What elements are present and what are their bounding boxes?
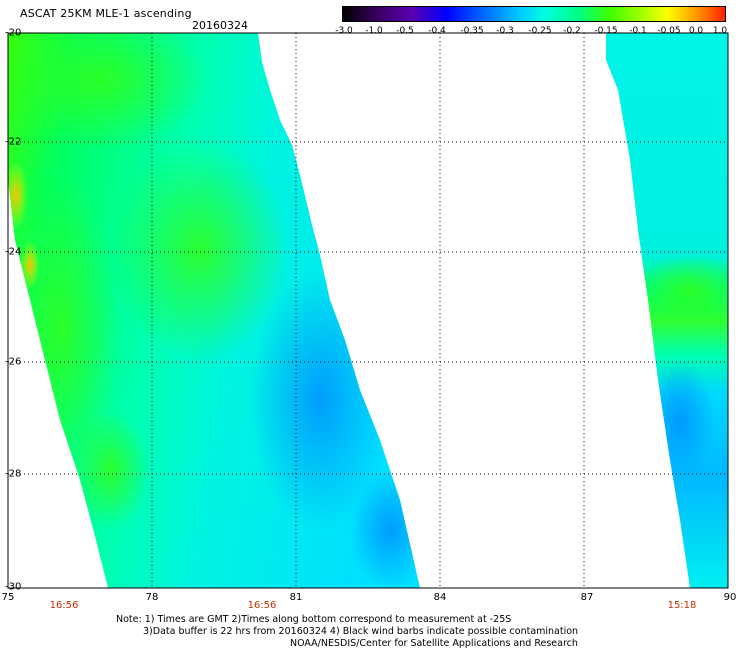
product-date: 20160324 — [192, 19, 248, 32]
lat-label: -26 — [5, 356, 22, 368]
pass-time: 16:56 — [49, 600, 79, 611]
colorbar-label: -0.3 — [496, 26, 514, 36]
colorbar-label: -0.5 — [396, 26, 414, 36]
colorbar-label: -0.15 — [594, 26, 618, 36]
swath-1 — [8, 33, 420, 588]
lon-label: 87 — [580, 592, 594, 603]
lat-label: -24 — [5, 246, 22, 258]
note-line-1: Note: 1) Times are GMT 2)Times along bot… — [116, 614, 512, 625]
lon-label: 78 — [145, 592, 159, 603]
product-title: ASCAT 25KM MLE-1 ascending — [20, 7, 192, 20]
lon-label: 84 — [433, 592, 447, 603]
swath-2 — [606, 33, 728, 588]
colorbar-label: -0.4 — [428, 26, 446, 36]
colorbar-label: -0.2 — [563, 26, 581, 36]
map-frame — [7, 32, 729, 589]
colorbar-label: -0.35 — [460, 26, 484, 36]
lat-label: -30 — [5, 581, 22, 593]
colorbar-label: 0.0 — [688, 26, 704, 36]
pass-time: 15:18 — [667, 600, 697, 611]
lon-label: 81 — [289, 592, 303, 603]
pass-time: 16:56 — [247, 600, 277, 611]
lon-label: 90 — [723, 592, 737, 603]
lat-label: -28 — [5, 468, 22, 480]
colorbar-label: -0.25 — [528, 26, 552, 36]
colorbar-label: -0.1 — [629, 26, 647, 36]
lon-label: 75 — [1, 592, 15, 603]
colorbar — [342, 6, 726, 22]
lat-label: -22 — [5, 136, 22, 148]
colorbar-label: -1.0 — [365, 26, 383, 36]
note-line-3: NOAA/NESDIS/Center for Satellite Applica… — [290, 638, 578, 649]
graticule — [8, 33, 728, 588]
note-line-2: 3)Data buffer is 22 hrs from 20160324 4)… — [143, 626, 579, 637]
colorbar-label: -3.0 — [335, 26, 353, 36]
lat-label: -20 — [5, 27, 22, 39]
colorbar-label: 1.0 — [712, 26, 728, 36]
colorbar-label: -0.05 — [657, 26, 681, 36]
